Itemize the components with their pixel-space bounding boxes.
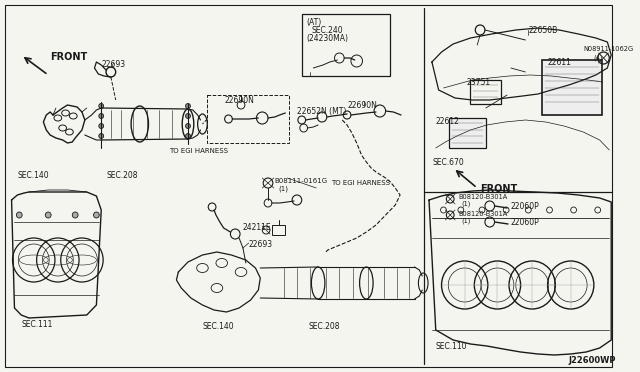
Text: B08111-0161G: B08111-0161G	[275, 178, 328, 184]
Circle shape	[186, 103, 191, 109]
Bar	[449, 118, 486, 148]
Circle shape	[99, 113, 104, 119]
Bar	[542, 60, 602, 115]
Bar	[470, 80, 501, 104]
Text: B08120-B301A: B08120-B301A	[458, 211, 507, 217]
Text: 22060P: 22060P	[511, 202, 540, 211]
Text: N08911-1062G: N08911-1062G	[583, 46, 634, 52]
Text: 22060P: 22060P	[511, 218, 540, 227]
Text: J22600WP: J22600WP	[569, 356, 616, 365]
Text: SEC.240: SEC.240	[312, 26, 343, 35]
Text: (1): (1)	[462, 217, 471, 224]
Text: FRONT: FRONT	[50, 52, 88, 62]
Text: B08120-B301A: B08120-B301A	[458, 194, 507, 200]
Text: (1): (1)	[278, 185, 289, 192]
Text: 22693: 22693	[102, 60, 126, 69]
Text: 22612: 22612	[436, 117, 460, 126]
Circle shape	[72, 212, 78, 218]
Text: (1): (1)	[462, 200, 471, 206]
Text: SEC.110: SEC.110	[436, 342, 467, 351]
Text: 22690N: 22690N	[347, 101, 377, 110]
Text: SEC.208: SEC.208	[308, 322, 340, 331]
Text: SEC.111: SEC.111	[21, 320, 52, 329]
Text: 23751: 23751	[467, 78, 491, 87]
Circle shape	[99, 103, 104, 109]
Text: 22690N: 22690N	[225, 96, 255, 105]
Circle shape	[45, 212, 51, 218]
Text: 22652N (MT): 22652N (MT)	[297, 107, 346, 116]
Text: SEC.140: SEC.140	[17, 171, 49, 180]
Text: (4): (4)	[593, 54, 602, 61]
Text: SEC.140: SEC.140	[202, 322, 234, 331]
Text: SEC.208: SEC.208	[106, 171, 138, 180]
Circle shape	[186, 113, 191, 119]
Circle shape	[17, 212, 22, 218]
Circle shape	[186, 124, 191, 128]
Text: 24211E: 24211E	[243, 223, 271, 232]
Bar	[301, 14, 390, 76]
Text: TO EGI HARNESS: TO EGI HARNESS	[169, 148, 228, 154]
Circle shape	[186, 134, 191, 138]
Circle shape	[93, 212, 99, 218]
Text: (AT): (AT)	[307, 18, 322, 27]
Bar	[272, 225, 285, 235]
Text: SEC.670: SEC.670	[433, 158, 465, 167]
Text: FRONT: FRONT	[480, 184, 517, 194]
Text: TO EGI HARNESS: TO EGI HARNESS	[331, 180, 390, 186]
Circle shape	[99, 134, 104, 138]
Text: (24230MA): (24230MA)	[307, 34, 349, 43]
Bar	[207, 95, 289, 143]
Text: 22650B: 22650B	[528, 26, 557, 35]
Circle shape	[99, 124, 104, 128]
Text: 22611: 22611	[548, 58, 572, 67]
Text: 22693: 22693	[249, 240, 273, 249]
